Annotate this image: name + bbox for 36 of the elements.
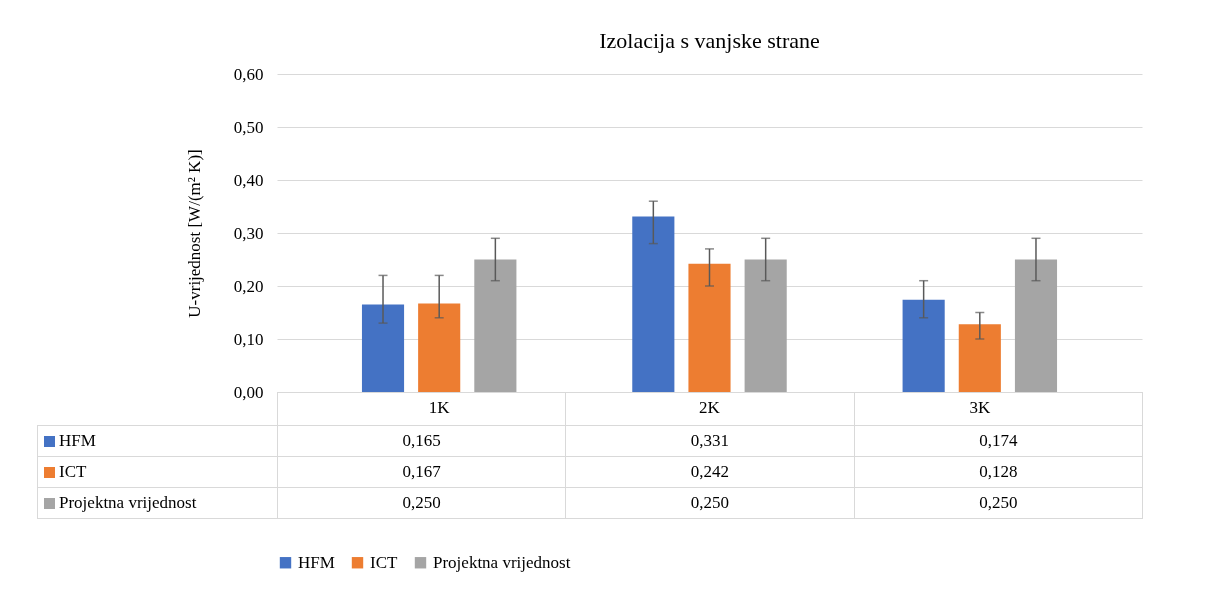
data-label: 0,165 [277,425,566,457]
data-label: 0,174 [854,425,1143,457]
bar [632,216,675,392]
y-axis-title: U-vrijednost [W/(m² K)] [184,149,204,318]
bar [1014,259,1058,392]
data-label: 0,167 [277,456,566,488]
x-tick-label: 2K [699,397,721,417]
x-tick-label: 3K [969,397,991,417]
y-tick-label: 0,50 [233,117,264,137]
data-label: 0,331 [565,425,855,457]
bar [688,263,731,392]
data-label: 0,242 [565,456,855,488]
y-tick-label: 0,40 [233,170,264,190]
chart-title: Izolacija s vanjske strane [599,28,820,53]
data-label: 0,250 [565,487,855,519]
y-tick-label: 0,10 [233,329,264,349]
bar [958,324,1001,392]
y-tick-label: 0,00 [233,382,264,402]
y-tick-label: 0,30 [233,223,264,243]
bar [418,303,461,392]
data-label: 0,250 [277,487,566,519]
bar [744,259,787,392]
bar [902,299,945,392]
x-tick-label: 1K [428,397,451,417]
legend-label: HFM [298,552,335,572]
text: Projektna vrijednost [59,493,197,512]
data-label: 0,250 [854,487,1143,519]
y-tick-label: 0,20 [233,276,264,296]
legend-label: Projektna vrijednost [433,552,571,572]
data-label: 0,128 [854,456,1143,488]
bar [474,259,517,392]
y-tick-label: 0,60 [233,64,264,84]
legend-label: ICT [370,552,398,572]
bar [361,304,405,392]
text: ICT [59,462,87,481]
text: HFM [59,431,96,450]
